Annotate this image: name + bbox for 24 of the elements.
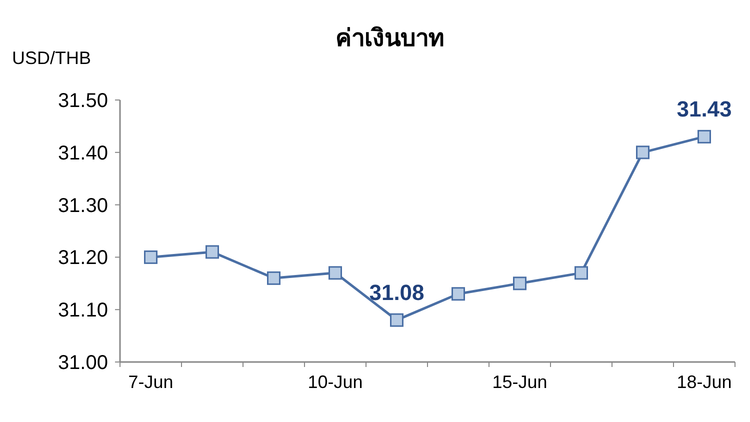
data-label: 31.43 bbox=[676, 96, 732, 122]
y-tick-label: 31.40 bbox=[58, 142, 108, 164]
x-tick-label: 10-Jun bbox=[308, 372, 363, 392]
data-label: 31.08 bbox=[369, 280, 424, 306]
x-tick-label: 18-Jun bbox=[676, 372, 732, 392]
x-tick-label: 7-Jun bbox=[128, 372, 174, 392]
y-tick-label: 31.30 bbox=[58, 194, 108, 217]
y-tick-label: 31.10 bbox=[58, 300, 108, 322]
point bbox=[144, 250, 158, 264]
point bbox=[513, 276, 526, 290]
point bbox=[636, 146, 650, 160]
point bbox=[574, 266, 588, 280]
point bbox=[328, 266, 342, 280]
x-tick-label: 15-Jun bbox=[492, 372, 548, 392]
y-axis-title: USD/THB bbox=[12, 48, 92, 68]
point bbox=[390, 313, 404, 327]
point bbox=[452, 287, 465, 301]
point bbox=[698, 130, 711, 144]
y-tick-label: 31.00 bbox=[58, 352, 108, 374]
point bbox=[206, 245, 219, 259]
chart-title: ค่าเงินบาท bbox=[336, 25, 444, 52]
y-tick-label: 31.50 bbox=[58, 90, 108, 112]
y-tick-label: 31.20 bbox=[58, 247, 108, 270]
point bbox=[267, 271, 280, 285]
